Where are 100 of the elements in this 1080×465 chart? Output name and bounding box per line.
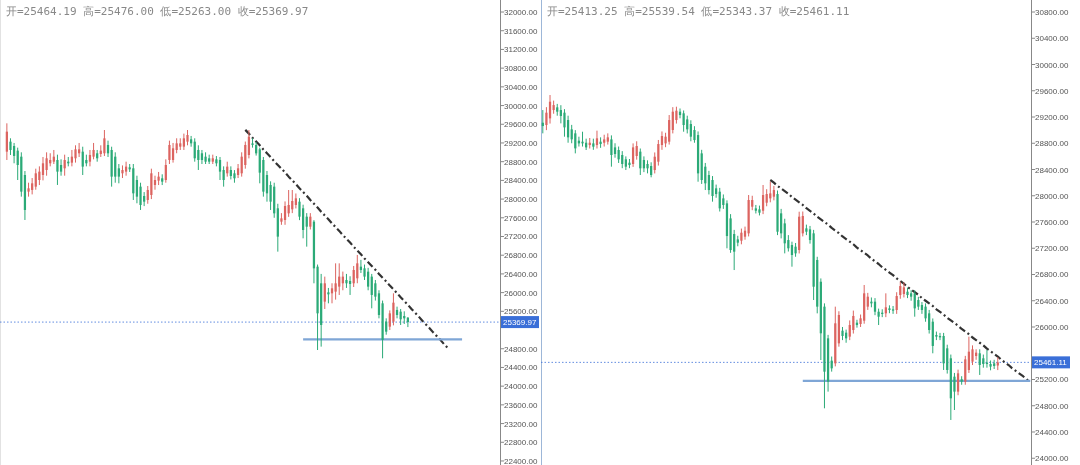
y-tick-label: 24400.00: [1035, 427, 1069, 437]
candlestick: [559, 104, 562, 124]
y-tick-label: 24000.00: [1035, 454, 1069, 464]
candlestick: [891, 305, 895, 315]
y-tick-label: 29600.00: [1035, 86, 1069, 96]
y-tick-label: 24800.00: [504, 344, 538, 354]
candlestick: [168, 140, 171, 165]
y-tick-label: 26800.00: [1035, 270, 1069, 280]
y-tick-label: 27600.00: [1035, 218, 1069, 227]
y-tick-label: 24400.00: [504, 363, 538, 373]
candlestick: [103, 129, 106, 157]
y-tick-label: 27200.00: [504, 232, 538, 242]
candlestick: [613, 142, 617, 159]
candlestick: [895, 291, 898, 315]
candlestick: [910, 289, 913, 302]
candlestick: [229, 165, 232, 180]
candlestick: [301, 204, 305, 239]
y-tick-label: 28400.00: [1035, 165, 1069, 175]
y-tick-label: 29200.00: [1035, 113, 1069, 122]
y-tick-label: 28000.00: [1035, 191, 1069, 201]
candlestick: [769, 181, 772, 203]
y-tick-label: 23200.00: [504, 419, 538, 429]
candlestick: [920, 301, 924, 315]
candlestick: [323, 276, 326, 310]
candlestick: [928, 309, 931, 335]
candlestick: [34, 168, 37, 191]
candlestick: [117, 163, 120, 184]
y-tick-label: 22400.00: [504, 456, 538, 465]
y-tick-label: 32000.00: [504, 8, 538, 18]
y-tick-label: 28800.00: [504, 157, 538, 167]
y-tick-label: 28000.00: [504, 195, 538, 205]
candlestick: [964, 355, 967, 386]
y-tick-label: 28800.00: [1035, 139, 1069, 149]
candlestick: [852, 310, 855, 335]
candlestick: [772, 185, 776, 201]
candlestick: [682, 109, 685, 133]
candlestick: [660, 130, 664, 151]
candlestick: [56, 154, 59, 186]
y-tick-label: 30800.00: [504, 64, 538, 74]
y-tick-label: 30000.00: [504, 101, 538, 111]
candlestick: [635, 140, 638, 161]
candlestick: [171, 142, 175, 164]
candlestick: [631, 142, 635, 168]
candlestick: [978, 348, 981, 376]
y-tick-label: 27600.00: [504, 213, 538, 223]
y-tick-label: 28400.00: [504, 176, 538, 186]
candlestick: [715, 184, 718, 199]
candlestick: [790, 241, 794, 268]
candlestick: [218, 156, 222, 181]
candlestick: [570, 124, 573, 144]
y-tick-label: 22800.00: [504, 438, 538, 448]
candlestick: [283, 200, 287, 226]
y-tick-label: 30400.00: [1035, 34, 1069, 44]
candlestick: [59, 158, 63, 177]
y-tick-label: 30400.00: [504, 82, 538, 92]
y-tick-label: 31600.00: [504, 26, 538, 36]
candlestick: [222, 165, 225, 188]
y-tick-label: 24800.00: [1035, 401, 1069, 411]
candlestick: [70, 149, 74, 167]
candlestick: [668, 114, 671, 146]
candlestick: [124, 161, 128, 177]
y-tick-label: 26000.00: [1035, 323, 1069, 332]
candlestick: [956, 369, 960, 396]
y-tick-label: 26400.00: [1035, 296, 1069, 306]
candlestick: [374, 279, 377, 302]
y-tick-label: 27200.00: [1035, 244, 1069, 254]
candlestick: [599, 136, 602, 149]
candlestick: [395, 306, 399, 319]
candlestick: [305, 212, 308, 248]
candlestick: [689, 119, 692, 142]
y-tick-label: 24000.00: [504, 382, 538, 392]
candlestick: [392, 292, 395, 326]
y-tick-label: 29600.00: [504, 120, 538, 130]
text: 开=25464.19 高=25476.00 低=25263.00 收=25369.97: [6, 5, 309, 18]
candlestick: [711, 175, 714, 203]
candlestick: [294, 192, 297, 209]
y-tick-label: 29200.00: [504, 138, 538, 148]
candlestick: [88, 149, 92, 167]
ref-line-label: 25369.97: [503, 318, 537, 328]
candlestick: [761, 184, 765, 215]
y-tick-label: 30800.00: [1035, 8, 1069, 18]
y-tick-label: 23600.00: [504, 400, 538, 410]
line-series: [244, 128, 449, 349]
candlestick: [153, 175, 157, 191]
candlestick: [848, 319, 851, 341]
candlestick: [330, 282, 334, 304]
candlestick: [143, 191, 146, 207]
candlestick: [197, 144, 200, 171]
y-tick-label: 26000.00: [504, 288, 538, 298]
y-tick-label: 30000.00: [1035, 60, 1069, 70]
candlestick: [657, 139, 660, 167]
candlestick: [200, 149, 204, 165]
candlestick: [12, 142, 16, 164]
ref-line-label: 25461.11: [1034, 358, 1068, 368]
candlestick: [236, 163, 240, 179]
y-tick-label: 25600.00: [504, 307, 538, 317]
candlestick: [135, 175, 139, 204]
text: 开=25413.25 高=25539.54 低=25343.37 收=25461.11: [547, 5, 850, 18]
candlestick: [45, 151, 48, 177]
candlestick: [610, 134, 613, 168]
